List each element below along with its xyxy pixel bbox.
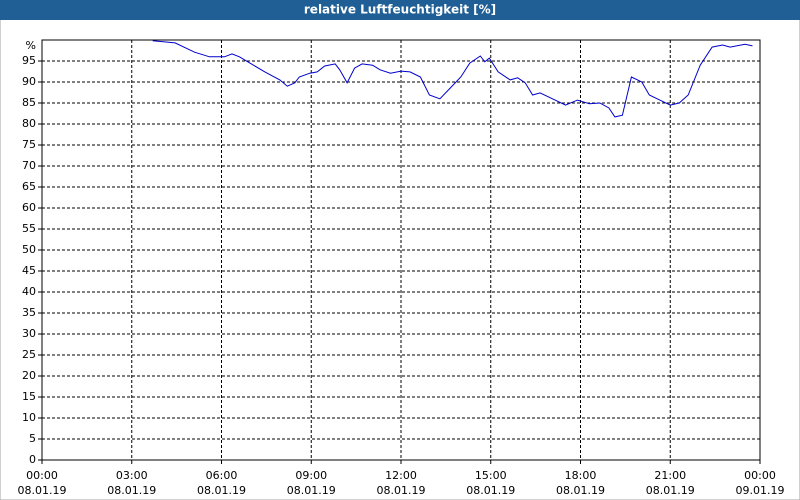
y-tick-label: 20 <box>22 369 36 382</box>
y-tick-label: 35 <box>22 306 36 319</box>
y-tick-label: 80 <box>22 117 36 130</box>
y-tick-label: 85 <box>22 96 36 109</box>
x-tick-date: 09.01.19 <box>736 484 785 497</box>
title-bar <box>0 0 800 20</box>
x-tick-date: 08.01.19 <box>556 484 605 497</box>
x-tick-label: 06:00 <box>206 469 238 482</box>
y-tick-label: 90 <box>22 75 36 88</box>
x-tick-date: 08.01.19 <box>107 484 156 497</box>
x-tick-date: 08.01.19 <box>646 484 695 497</box>
x-tick-label: 21:00 <box>654 469 686 482</box>
y-tick-label: 75 <box>22 138 36 151</box>
y-tick-label: 25 <box>22 348 36 361</box>
data-line <box>152 40 753 118</box>
x-tick-label: 12:00 <box>385 469 417 482</box>
x-tick-label: 09:00 <box>295 469 327 482</box>
x-tick-date: 08.01.19 <box>466 484 515 497</box>
y-tick-label: 30 <box>22 327 36 340</box>
x-tick-label: 03:00 <box>116 469 148 482</box>
y-tick-label: 0 <box>29 453 36 466</box>
y-tick-label: 55 <box>22 222 36 235</box>
x-tick-label: 00:00 <box>26 469 58 482</box>
y-tick-label: 40 <box>22 285 36 298</box>
x-tick-label: 18:00 <box>565 469 597 482</box>
y-tick-label: 15 <box>22 390 36 403</box>
y-tick-label: 5 <box>29 432 36 445</box>
x-tick-label: 15:00 <box>475 469 507 482</box>
y-tick-label: 65 <box>22 180 36 193</box>
y-tick-label: 70 <box>22 159 36 172</box>
y-tick-label: 45 <box>22 264 36 277</box>
y-tick-label: 50 <box>22 243 36 256</box>
y-tick-label: 60 <box>22 201 36 214</box>
x-tick-date: 08.01.19 <box>18 484 67 497</box>
x-tick-label: 00:00 <box>744 469 776 482</box>
chart-title: relative Luftfeuchtigkeit [%] <box>304 3 496 17</box>
y-unit: % <box>26 39 36 52</box>
x-tick-date: 08.01.19 <box>287 484 336 497</box>
x-tick-date: 08.01.19 <box>377 484 426 497</box>
x-tick-date: 08.01.19 <box>197 484 246 497</box>
y-tick-label: 95 <box>22 54 36 67</box>
y-tick-label: 10 <box>22 411 36 424</box>
